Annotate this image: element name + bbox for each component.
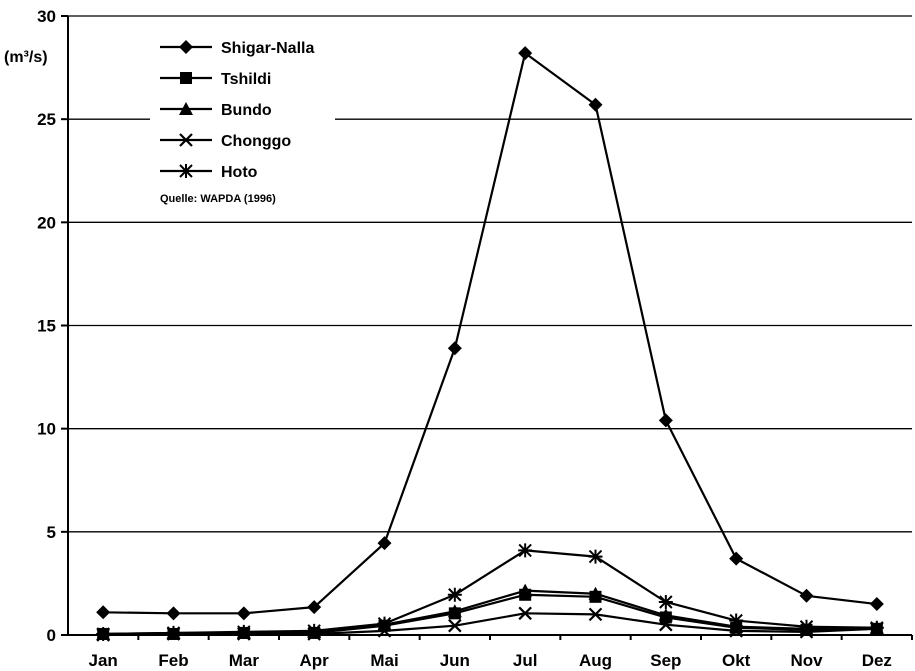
point-chonggo-jun [448, 618, 462, 633]
series-line-shigar-nalla [103, 52, 877, 615]
point-shigar-nalla-jun [447, 341, 462, 356]
point-chonggo-aug [588, 607, 603, 622]
point-shigar-nalla-feb [166, 606, 181, 621]
x-tick-label-sep: Sep [650, 651, 681, 670]
point-hoto-dez [869, 620, 884, 635]
x-tick-label-aug: Aug [579, 651, 612, 670]
legend-background [150, 26, 335, 210]
point-chonggo-jul [518, 606, 532, 621]
point-hoto-sep [658, 594, 673, 609]
legend-marker-tshildi [180, 72, 192, 84]
legend-item-hoto: Hoto [160, 164, 258, 181]
y-axis-unit-label: (m³/s) [4, 49, 48, 66]
legend-item-bundo: Bundo [160, 102, 272, 119]
point-chonggo-sep [659, 617, 673, 632]
y-tick-label-25: 25 [37, 110, 56, 129]
point-hoto-mai [377, 616, 392, 631]
data-series [96, 46, 884, 642]
point-shigar-nalla-nov [799, 588, 814, 603]
series-hoto [96, 543, 884, 641]
x-tick-label-dez: Dez [862, 651, 892, 670]
x-tick-labels: Jan Feb Mar Apr Mai Jun Jul Aug Sep Okt Nov Dez [89, 651, 892, 670]
y-tick-label-5: 5 [47, 523, 56, 542]
legend-marker-shigar-nalla [179, 40, 193, 54]
x-tick-label-nov: Nov [790, 651, 823, 670]
y-tick-label-0: 0 [47, 626, 56, 645]
point-bundo-jun [447, 604, 462, 618]
point-shigar-nalla-aug [588, 97, 603, 112]
x-tick-label-mar: Mar [229, 651, 260, 670]
point-hoto-aug [588, 549, 603, 564]
legend-marker-hoto [179, 164, 193, 178]
point-hoto-apr [307, 623, 322, 638]
x-tick-label-jul: Jul [513, 651, 538, 670]
point-hoto-mar [236, 624, 251, 639]
point-hoto-okt [729, 613, 744, 628]
x-tick-label-apr: Apr [300, 651, 330, 670]
legend-label-bundo: Bundo [221, 102, 272, 119]
legend-item-tshildi: Tshildi [160, 71, 271, 88]
x-tick-label-jan: Jan [89, 651, 118, 670]
source-note: Quelle: WAPDA (1996) [160, 193, 276, 205]
point-shigar-nalla-okt [729, 551, 744, 566]
point-shigar-nalla-jan [96, 605, 111, 620]
y-tick-label-15: 15 [37, 317, 56, 336]
point-bundo-jul [518, 583, 533, 597]
legend-marker-chonggo [179, 133, 193, 147]
legend-label-shigar-nalla: Shigar-Nalla [221, 40, 314, 57]
legend-label-chonggo: Chonggo [221, 133, 291, 150]
x-tick-label-mai: Mai [370, 651, 398, 670]
legend-marker-bundo [179, 102, 193, 115]
series-shigar-nalla [96, 46, 884, 621]
point-hoto-jan [96, 626, 111, 641]
point-hoto-jul [518, 543, 533, 558]
x-tick-label-okt: Okt [722, 651, 751, 670]
legend: Shigar-Nalla Tshildi Bundo Chonggo Hoto [160, 40, 314, 181]
y-tick-label-10: 10 [37, 420, 56, 439]
series-line-hoto [103, 549, 877, 636]
point-shigar-nalla-mar [236, 606, 251, 621]
y-tick-labels: 0 5 10 15 20 25 30 [37, 7, 56, 645]
point-shigar-nalla-jul [518, 46, 533, 61]
point-shigar-nalla-mai [377, 536, 392, 551]
point-hoto-jun [447, 587, 462, 602]
y-tick-label-20: 20 [37, 213, 56, 232]
series-line-chonggo [103, 612, 877, 637]
point-bundo-aug [588, 586, 603, 600]
point-shigar-nalla-apr [307, 600, 322, 615]
legend-label-hoto: Hoto [221, 164, 258, 181]
point-hoto-nov [799, 619, 814, 634]
x-tick-label-feb: Feb [158, 651, 188, 670]
legend-item-chonggo: Chonggo [160, 133, 291, 150]
point-shigar-nalla-dez [869, 597, 884, 612]
point-bundo-sep [658, 608, 673, 622]
legend-label-tshildi: Tshildi [221, 71, 271, 88]
x-tick-label-jun: Jun [440, 651, 470, 670]
point-chonggo-okt [729, 624, 743, 638]
y-tick-label-30: 30 [37, 7, 56, 26]
legend-item-shigar-nalla: Shigar-Nalla [160, 40, 314, 57]
point-shigar-nalla-sep [658, 413, 673, 428]
point-hoto-feb [166, 625, 181, 640]
